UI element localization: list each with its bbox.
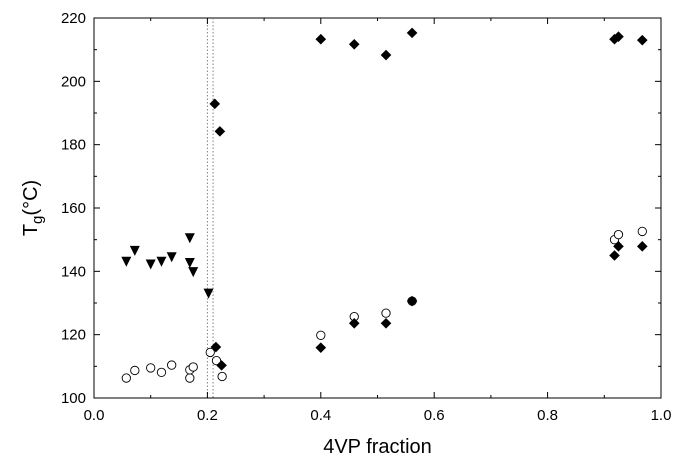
open-circle-point [614,230,622,238]
filled-diamond-point [349,318,360,329]
filled-triangle-point [167,252,177,262]
y-axis-title-main: T [20,224,42,236]
open-circle-point [218,372,226,380]
x-tick-label: 0.4 [310,407,331,424]
y-tick-label: 180 [61,137,86,154]
filled-triangle-point [204,289,214,299]
filled-diamond-point [209,99,220,110]
open-circle-point [317,331,325,339]
filled-triangle-point [130,246,140,256]
filled-diamond-point [381,50,392,61]
filled-diamond-point [349,39,360,50]
filled-triangle-point [121,257,131,267]
y-axis-title-subscript: g [29,216,46,224]
filled-diamond-point [637,35,648,46]
y-tick-label: 200 [61,73,86,90]
filled-diamond-point [381,318,392,329]
filled-diamond-point [407,296,418,307]
filled-triangle-point [185,258,195,268]
open-circle-point [131,366,139,374]
x-tick-label: 0.6 [424,407,445,424]
filled-triangle-point [188,267,198,277]
open-circle-point [189,363,197,371]
y-tick-label: 140 [61,263,86,280]
y-tick-label: 120 [61,327,86,344]
open-circle-point [122,374,130,382]
x-tick-label: 0.8 [537,407,558,424]
y-axis-title-unit: (°C) [20,180,42,216]
tick-labels: 0.0 0.2 0.4 0.6 0.8 1.0 100 120 140 160 180 200 220 [61,10,671,424]
axis-ticks [94,18,661,398]
filled-triangle-point [156,257,166,267]
filled-diamond-point [215,126,226,137]
y-tick-label: 100 [61,390,86,407]
filled-diamond-point [407,28,418,39]
plot-frame [94,18,661,398]
y-tick-label: 160 [61,200,86,217]
filled-triangle-point [146,260,156,270]
open-circle-point [382,309,390,317]
y-tick-label: 220 [61,10,86,27]
x-tick-label: 0.0 [84,407,105,424]
x-tick-label: 1.0 [651,407,672,424]
reference-lines [207,18,213,398]
data-markers [121,28,647,383]
open-circle-point [638,227,646,235]
y-axis-title: Tg(°C) [20,180,46,236]
open-circle-point [186,374,194,382]
filled-diamond-point [316,342,327,353]
plot-border [94,18,661,398]
x-axis-title: 4VP fraction [323,436,432,458]
filled-diamond-point [637,241,648,252]
open-circle-point [157,368,165,376]
x-tick-label: 0.2 [197,407,218,424]
open-circle-point [147,364,155,372]
filled-diamond-point [316,34,327,45]
filled-diamond-point [609,250,620,261]
filled-triangle-point [185,233,195,243]
open-circle-point [167,361,175,369]
